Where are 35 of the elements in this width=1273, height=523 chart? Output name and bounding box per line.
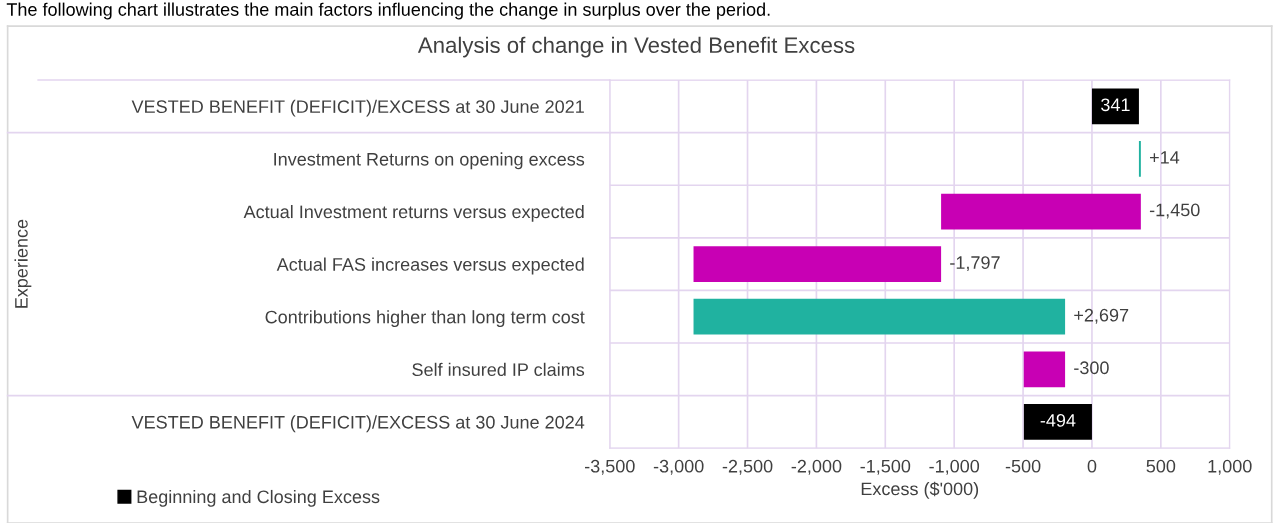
data-label: -494 — [1040, 413, 1076, 427]
y-tick-label: Contributions higher than long term cost — [265, 310, 585, 327]
bar — [941, 193, 1141, 230]
y-tick-label: Actual FAS increases versus expected — [276, 257, 584, 275]
bar — [1023, 351, 1066, 388]
bar — [1091, 88, 1139, 125]
bar — [1023, 404, 1092, 440]
data-label: -300 — [1074, 361, 1109, 375]
x-tick-label: -2,500 — [722, 459, 773, 475]
data-label: +2,697 — [1074, 308, 1129, 324]
legend-label: Beginning and Closing Excess — [137, 489, 380, 507]
bar — [693, 246, 942, 282]
y-tick-label: Self insured IP claims — [412, 362, 585, 377]
y-tick-label: Investment Returns on opening excess — [274, 152, 585, 170]
data-label: -1,450 — [1149, 203, 1200, 219]
x-tick-label: 1,000 — [1208, 459, 1252, 475]
x-tick-label: -1,000 — [929, 459, 980, 475]
x-tick-label: 0 — [1087, 459, 1097, 473]
x-tick-label: -2,000 — [791, 459, 842, 475]
x-tick-label: -3,500 — [584, 459, 635, 475]
data-label: 341 — [1101, 98, 1130, 112]
text: Experience — [14, 219, 32, 308]
y-tick-label: Actual Investment returns versus expected — [243, 204, 584, 222]
x-tick-label: 500 — [1146, 459, 1176, 473]
text: The following chart illustrates the main factors influencing the change in surplus over the period. — [6, 2, 770, 20]
x-tick-label: -500 — [1005, 459, 1041, 473]
y-tick-label: VESTED BENEFIT (DEFICIT)/EXCESS at 30 June 2021 — [131, 99, 584, 117]
x-tick-label: -3,000 — [653, 459, 704, 475]
chart-title: Analysis of change in Vested Benefit Excess — [417, 36, 855, 58]
data-label: -1,797 — [950, 256, 1000, 272]
x-axis-title: Excess ($'000) — [861, 481, 979, 499]
data-label: +14 — [1150, 151, 1180, 164]
x-tick-label: -1,500 — [860, 459, 911, 475]
bar — [693, 298, 1066, 335]
y-tick-label: VESTED BENEFIT (DEFICIT)/EXCESS at 30 June 2024 — [131, 415, 585, 433]
